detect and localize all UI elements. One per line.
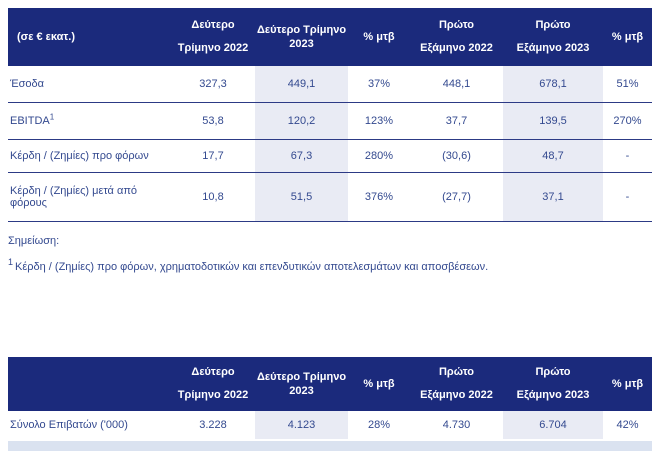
header-q2-2022: Δεύτερο Τρίμηνο 2022 [171, 357, 255, 411]
footnote: 1 Κέρδη / (Ζημίες) προ φόρων, χρηματοδοτι… [8, 258, 489, 273]
metric-value: - [625, 191, 630, 203]
header-pct-quarter: % μτβ [348, 357, 410, 411]
metric-value: 48,7 [503, 139, 603, 173]
metric-value: - [625, 150, 630, 162]
header-h1-2023: Πρώτο Εξάμηνο 2023 [503, 357, 603, 411]
header-empty [8, 357, 171, 411]
metric-value: 280% [364, 150, 394, 162]
metric-value: 376% [364, 191, 394, 203]
header-pct-quarter: % μτβ [348, 8, 410, 66]
footnote-marker: 1 [49, 112, 55, 122]
metric-value: 51% [616, 78, 639, 90]
metric-value: 4.123 [255, 411, 348, 439]
metric-value: 37% [367, 78, 391, 90]
metric-value: 123% [364, 115, 394, 127]
table-header: Δεύτερο Τρίμηνο 2022 Δεύτερο Τρίμηνο 202… [8, 357, 652, 411]
header-pct-halfyear: % μτβ [603, 8, 652, 66]
table-row-ebitda: EBITDA1 53,8 120,2 123% 37,7 139,5 270% [8, 102, 652, 140]
metric-label: Σύνολο Επιβατών ('000) [10, 419, 128, 431]
note-title: Σημείωση: [8, 235, 60, 247]
metric-label: Έσοδα [10, 78, 45, 90]
metric-label: EBITDA1 [8, 103, 171, 140]
metric-value: 51,5 [255, 172, 348, 222]
metric-value: 10,8 [202, 191, 224, 203]
table-row-total-passengers: Σύνολο Επιβατών ('000) 3.228 4.123 28% 4… [8, 411, 652, 439]
metric-value: 53,8 [202, 115, 224, 127]
metric-value: 3.228 [199, 419, 227, 431]
metric-value: (27,7) [442, 191, 471, 203]
header-q2-2022: Δεύτερο Τρίμηνο 2022 [171, 8, 255, 66]
financial-results-table: (σε € εκατ.) Δεύτερο Τρίμηνο 2022 Δεύτερ… [8, 8, 652, 222]
metric-value: 678,1 [503, 66, 603, 103]
metric-value: 327,3 [199, 78, 227, 90]
footnote-marker: 1 [8, 257, 14, 268]
metric-label: Κέρδη / (Ζημίες) προ φόρων [10, 150, 149, 162]
header-unit: (σε € εκατ.) [8, 8, 171, 66]
metric-value: 120,2 [255, 102, 348, 140]
footnote-text: Κέρδη / (Ζημίες) προ φόρων, χρηματοδοτικ… [15, 261, 489, 273]
metric-value: (30,6) [442, 150, 471, 162]
metric-value: 17,7 [202, 150, 224, 162]
metric-value: 139,5 [503, 102, 603, 140]
metric-value: 37,1 [503, 172, 603, 222]
metric-value: 37,7 [445, 115, 468, 127]
metric-label-text: EBITDA [10, 115, 50, 127]
table-header: (σε € εκατ.) Δεύτερο Τρίμηνο 2022 Δεύτερ… [8, 8, 652, 66]
bottom-strip [8, 441, 652, 451]
header-h1-2022: Πρώτο Εξάμηνο 2022 [410, 357, 503, 411]
table-row-revenue: Έσοδα 327,3 449,1 37% 448,1 678,1 51% [8, 66, 652, 103]
header-h1-2022: Πρώτο Εξάμηνο 2022 [410, 8, 503, 66]
metric-value: 67,3 [255, 139, 348, 173]
header-pct-halfyear: % μτβ [603, 357, 652, 411]
header-h1-2023: Πρώτο Εξάμηνο 2023 [503, 8, 603, 66]
header-row: (σε € εκατ.) Δεύτερο Τρίμηνο 2022 Δεύτερ… [8, 8, 652, 66]
metric-value: 448,1 [442, 78, 471, 90]
table-row-profit-after-tax: Κέρδη / (Ζημίες) μετά από φόρους 10,8 51… [8, 172, 652, 222]
metric-value: 28% [367, 419, 391, 431]
metric-label: Κέρδη / (Ζημίες) μετά από φόρους [10, 185, 138, 209]
passenger-table: Δεύτερο Τρίμηνο 2022 Δεύτερο Τρίμηνο 202… [8, 357, 652, 439]
header-q2-2023: Δεύτερο Τρίμηνο 2023 [255, 8, 348, 66]
header-q2-2023: Δεύτερο Τρίμηνο 2023 [255, 357, 348, 411]
metric-value: 270% [613, 115, 642, 127]
table-row-profit-before-tax: Κέρδη / (Ζημίες) προ φόρων 17,7 67,3 280… [8, 139, 652, 173]
metric-value: 42% [616, 419, 639, 431]
metric-value: 6.704 [503, 411, 603, 439]
header-row: Δεύτερο Τρίμηνο 2022 Δεύτερο Τρίμηνο 202… [8, 357, 652, 411]
metric-value: 4.730 [442, 419, 471, 431]
metric-value: 449,1 [255, 66, 348, 103]
